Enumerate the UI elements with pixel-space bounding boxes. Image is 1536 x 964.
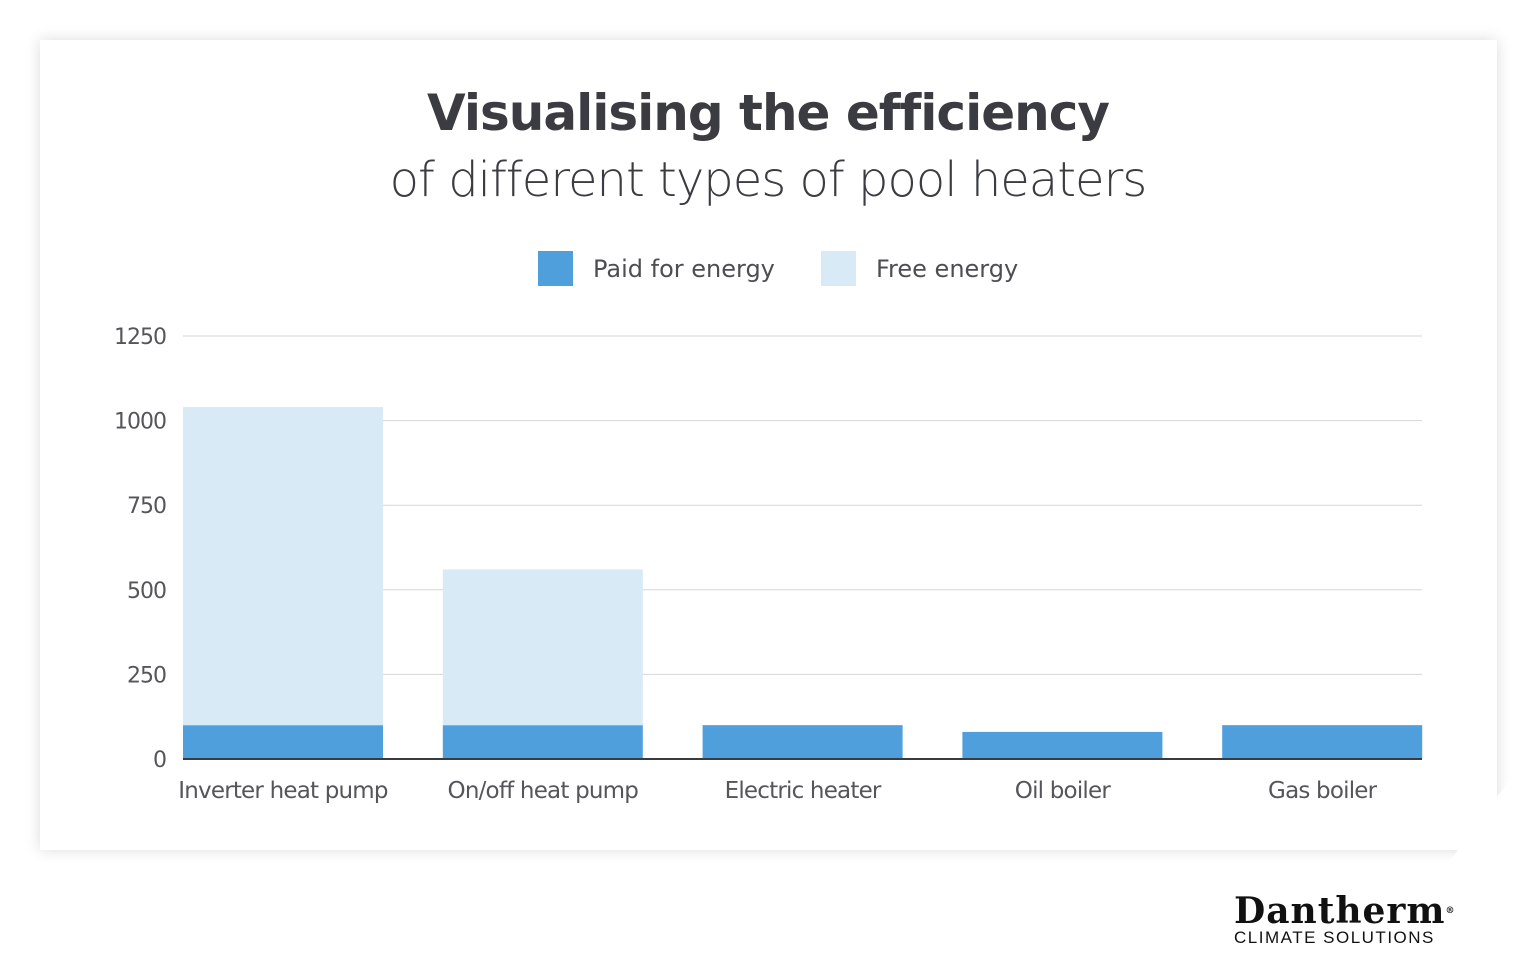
x-tick-label: On/off heat pump [448, 778, 639, 804]
legend-item-paid: Paid for energy [538, 251, 775, 286]
x-tick-label: Electric heater [725, 778, 882, 804]
y-tick-label: 0 [153, 748, 166, 773]
bar-paid [442, 725, 643, 759]
legend-label-free: Free energy [876, 254, 1019, 283]
chart-subtitle: of different types of pool heaters [389, 152, 1148, 208]
y-tick-label: 500 [127, 579, 166, 604]
legend-label-paid: Paid for energy [593, 254, 775, 283]
logo-wordmark: Dantherm [1234, 890, 1446, 932]
legend-swatch-free [821, 251, 856, 286]
logo-tagline: CLIMATE SOLUTIONS [1234, 928, 1435, 947]
bar-free [183, 407, 383, 726]
chart-title: Visualising the efficiency [427, 84, 1110, 142]
bar-paid [183, 725, 383, 759]
legend-swatch-paid [538, 251, 573, 286]
y-tick-label: 1250 [114, 325, 166, 350]
x-tick-label: Gas boiler [1268, 778, 1378, 804]
dantherm-logo: Dantherm® CLIMATE SOLUTIONS [1234, 893, 1455, 947]
x-tick-label: Oil boiler [1015, 778, 1112, 804]
bar-paid [962, 731, 1163, 759]
y-tick-label: 750 [127, 494, 166, 519]
legend-item-free: Free energy [821, 251, 1018, 286]
y-tick-label: 1000 [114, 410, 166, 435]
bar-paid [702, 725, 903, 759]
logo-registered: ® [1445, 906, 1456, 916]
y-tick-label: 250 [127, 663, 166, 688]
bar-paid [1222, 725, 1423, 759]
x-tick-label: Inverter heat pump [178, 778, 388, 804]
bar-free [442, 569, 643, 726]
